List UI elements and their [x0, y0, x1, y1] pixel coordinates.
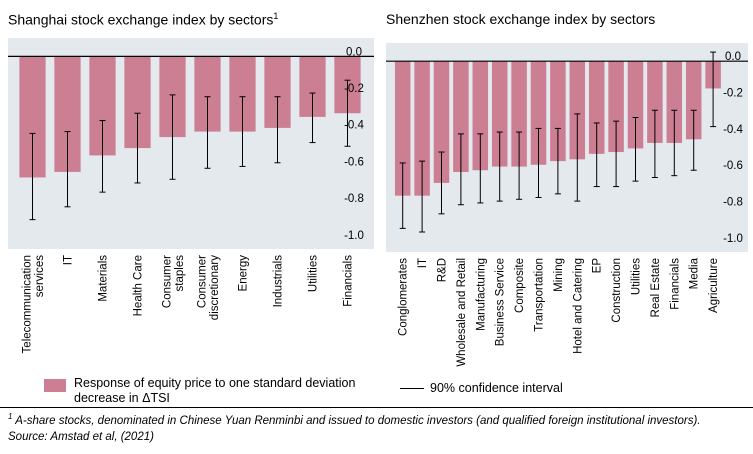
shanghai-xtick-label: Industrials: [273, 255, 285, 308]
shenzhen-xtick-label: Mining: [553, 258, 565, 292]
shenzhen-xtick-label: Wholesale and Retail: [456, 258, 468, 367]
shenzhen-xtick-label-line: Wholesale and Retail: [456, 258, 468, 367]
shanghai-ytick-label: -0.8: [344, 193, 364, 205]
shenzhen-bar: [472, 61, 489, 171]
shenzhen-xtick-label: Hotel and Catering: [572, 258, 584, 354]
shanghai-xtick-label-line: Industrials: [273, 255, 285, 308]
shenzhen-xtick-label: Financials: [669, 258, 681, 310]
shenzhen-xtick-label: IT: [417, 258, 429, 268]
shanghai-xtick-label-line: Telecommunication: [21, 255, 33, 353]
shenzhen-xtick-label-line: Mining: [553, 258, 565, 292]
legend-ci: 90% confidence interval: [400, 381, 563, 396]
legend-bars-label: Response of equity price to one standard…: [74, 376, 356, 405]
shenzhen-xtick-label-line: R&D: [437, 258, 449, 282]
shenzhen-bar: [569, 61, 586, 160]
shanghai-xtick-label: IT: [63, 255, 75, 265]
shenzhen-xtick-label: Composite: [514, 258, 526, 313]
shanghai-xtick-label: Health Care: [133, 255, 145, 316]
shanghai-ytick-label: -0.2: [344, 83, 364, 95]
shenzhen-bar: [394, 61, 411, 196]
shanghai-xtick-label-line: Energy: [238, 255, 250, 292]
shenzhen-xtick-label-line: Utilities: [631, 258, 643, 295]
shenzhen-bar: [433, 61, 450, 183]
shanghai-xtick-label: Telecommunicationservices: [21, 255, 46, 354]
shenzhen-xtick-label: R&D: [437, 258, 449, 282]
shenzhen-xtick-label-line: Financials: [669, 258, 681, 310]
shenzhen-bar: [511, 61, 527, 167]
source-note: Source: Amstad et al, (2021): [8, 431, 154, 443]
shenzhen-bar: [685, 61, 702, 140]
shanghai-ytick-label: 0.0: [346, 46, 362, 58]
shenzhen-xtick-label-line: Hotel and Catering: [572, 258, 584, 354]
shanghai-xtick-label-line: Consumer: [161, 255, 173, 308]
shenzhen-bar: [414, 61, 430, 196]
shanghai-xtick-label-line: IT: [63, 255, 75, 265]
shanghai-ytick-label: -0.4: [344, 120, 364, 132]
shenzhen-ytick-label: -0.8: [723, 197, 743, 209]
shenzhen-xtick-label-line: Business Service: [495, 258, 507, 346]
shenzhen-ytick-label: -0.6: [723, 160, 743, 172]
shenzhen-bar: [453, 61, 469, 173]
shenzhen-xtick-label: Media: [689, 257, 701, 289]
shenzhen-xtick-label-line: EP: [592, 258, 604, 274]
shanghai-xtick-label-line: Materials: [98, 255, 110, 302]
shanghai-xtick-label: Materials: [98, 255, 110, 302]
shenzhen-xtick-label: Agriculture: [708, 258, 720, 313]
shanghai-xtick-label-line: staples: [174, 255, 186, 292]
shenzhen-xtick-label: Construction: [611, 258, 623, 323]
shanghai-xtick-label-line: discretionary: [209, 255, 221, 320]
footnote: 1 A-share stocks, denominated in Chinese…: [8, 412, 701, 427]
shenzhen-xtick-label: Conglomerates: [398, 258, 410, 336]
shenzhen-bar: [666, 61, 683, 143]
shenzhen-bar: [588, 61, 605, 154]
shenzhen-xtick-label-line: Composite: [514, 258, 526, 313]
shenzhen-bar: [491, 61, 508, 167]
shenzhen-xtick-label: Transportation: [534, 258, 546, 332]
shenzhen-bar: [627, 61, 644, 149]
shenzhen-xtick-label: Real Estate: [650, 258, 662, 317]
shenzhen-xtick-label-line: Transportation: [534, 258, 546, 332]
shanghai-xtick-label-line: Health Care: [133, 255, 145, 316]
shanghai-chart-title: Shanghai stock exchange index by sectors…: [8, 11, 279, 28]
shenzhen-ytick-label: -0.2: [723, 88, 743, 100]
charts-canvas: Telecommunicationservices IT Materials Heal…: [8, 38, 748, 367]
shanghai-xtick-label-line: Utilities: [308, 255, 320, 292]
shenzhen-xtick-label-line: Media: [689, 257, 701, 289]
shanghai-xtick-label: Consumerdiscretionary: [196, 255, 221, 320]
shanghai-xtick-label-line: services: [34, 255, 46, 297]
shenzhen-xtick-label: Business Service: [495, 258, 507, 346]
shenzhen-xtick-label-line: Conglomerates: [398, 258, 410, 336]
shenzhen-xtick-label: Utilities: [631, 258, 643, 295]
shanghai-xtick-label-line: Financials: [343, 255, 355, 307]
legend-ci-label: 90% confidence interval: [430, 381, 563, 395]
shenzhen-bar: [550, 61, 566, 162]
legend-bar-swatch: [44, 379, 66, 392]
shanghai-xtick-label-line: Consumer: [196, 255, 208, 308]
shenzhen-bar: [647, 61, 663, 143]
shenzhen-xtick-label-line: Real Estate: [650, 258, 662, 317]
shenzhen-xtick-label: Manufacturing: [475, 258, 487, 331]
shenzhen-xtick-label-line: Construction: [611, 258, 623, 323]
shanghai-ytick-label: -1.0: [344, 230, 364, 242]
shenzhen-xtick-label-line: Agriculture: [708, 258, 720, 313]
shenzhen-xtick-label: EP: [592, 258, 604, 274]
shenzhen-ytick-label: 0.0: [725, 51, 741, 63]
shanghai-xtick-label: Consumerstaples: [161, 255, 186, 308]
shenzhen-bar: [530, 61, 547, 165]
legend-ci-line: [400, 388, 424, 390]
shenzhen-chart-title: Shenzhen stock exchange index by sectors: [386, 11, 656, 27]
shanghai-xtick-label: Utilities: [308, 255, 320, 292]
shenzhen-ytick-label: -1.0: [723, 233, 743, 245]
shenzhen-bar: [608, 61, 624, 153]
shenzhen-xtick-label-line: Manufacturing: [475, 258, 487, 331]
shenzhen-xtick-label-line: IT: [417, 258, 429, 268]
shanghai-xtick-label: Financials: [343, 255, 355, 307]
shanghai-ytick-label: -0.6: [344, 156, 364, 168]
footnote-divider: [0, 407, 753, 408]
shenzhen-ytick-label: -0.4: [723, 124, 743, 136]
shanghai-xtick-label: Energy: [238, 255, 250, 292]
